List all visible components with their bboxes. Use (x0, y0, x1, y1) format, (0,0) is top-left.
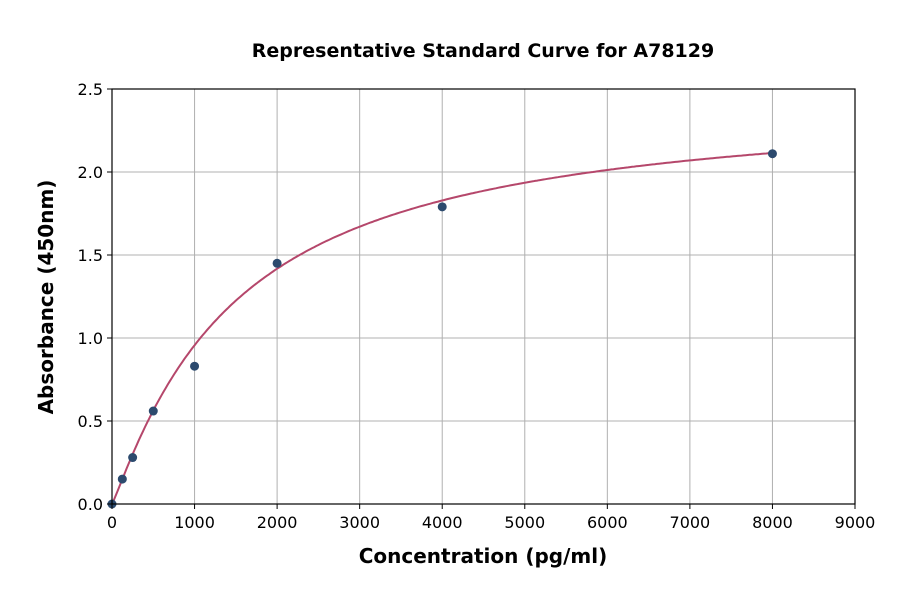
data-point (148, 406, 158, 416)
x-tick-label: 8000 (752, 513, 793, 532)
x-tick-label: 9000 (835, 513, 876, 532)
x-tick-label: 7000 (670, 513, 711, 532)
x-tick-label: 3000 (339, 513, 380, 532)
grid (111, 88, 856, 505)
data-point (272, 258, 282, 268)
y-tick-label: 2.0 (78, 163, 103, 182)
plot-frame (111, 88, 856, 505)
y-axis-label: Absorbance (450nm) (34, 180, 58, 415)
fit-curve (111, 152, 773, 505)
y-tick-label: 0.5 (78, 412, 103, 431)
y-tick-label: 2.5 (78, 80, 103, 99)
x-axis-label: Concentration (pg/ml) (359, 544, 608, 568)
y-tick-label: 0.0 (78, 495, 103, 514)
x-tick-label: 4000 (422, 513, 463, 532)
data-point (128, 453, 138, 463)
x-tick-label: 5000 (504, 513, 545, 532)
x-axis-ticks: 0 1000 2000 3000 4000 5000 6000 7000 8000 9000 (107, 504, 875, 532)
data-point (767, 149, 777, 159)
y-axis-ticks: 0.0 0.5 1.0 1.5 2.0 2.5 (78, 80, 112, 514)
y-tick-label: 1.5 (78, 246, 103, 265)
x-tick-label: 0 (107, 513, 117, 532)
chart-title: Representative Standard Curve for A78129 (252, 40, 714, 62)
x-tick-label: 2000 (257, 513, 298, 532)
data-points (107, 149, 777, 509)
data-point (437, 202, 447, 212)
x-tick-label: 1000 (174, 513, 215, 532)
data-point (117, 474, 127, 484)
data-point (190, 361, 200, 371)
x-tick-label: 6000 (587, 513, 628, 532)
y-tick-label: 1.0 (78, 329, 103, 348)
